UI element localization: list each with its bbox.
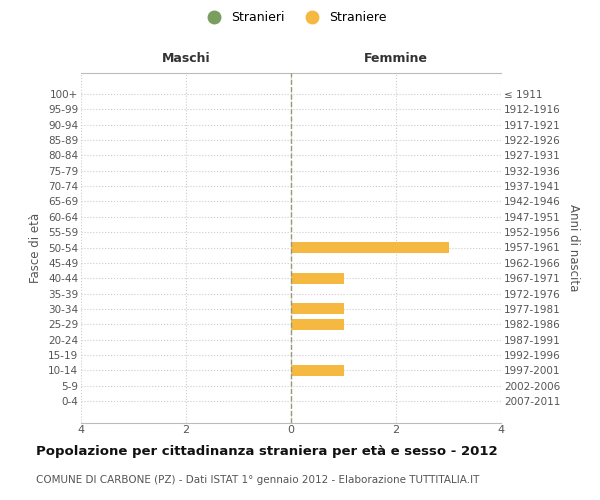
- Text: COMUNE DI CARBONE (PZ) - Dati ISTAT 1° gennaio 2012 - Elaborazione TUTTITALIA.IT: COMUNE DI CARBONE (PZ) - Dati ISTAT 1° g…: [36, 475, 479, 485]
- Bar: [291, 242, 449, 253]
- Y-axis label: Fasce di età: Fasce di età: [29, 212, 43, 282]
- Y-axis label: Anni di nascita: Anni di nascita: [567, 204, 580, 291]
- Bar: [291, 272, 343, 283]
- Bar: [291, 365, 343, 376]
- Bar: [291, 319, 343, 330]
- Text: Popolazione per cittadinanza straniera per età e sesso - 2012: Popolazione per cittadinanza straniera p…: [36, 445, 497, 458]
- Bar: [291, 304, 343, 314]
- Legend: Stranieri, Straniere: Stranieri, Straniere: [196, 6, 392, 29]
- Text: Femmine: Femmine: [364, 52, 428, 66]
- Text: Maschi: Maschi: [161, 52, 211, 66]
